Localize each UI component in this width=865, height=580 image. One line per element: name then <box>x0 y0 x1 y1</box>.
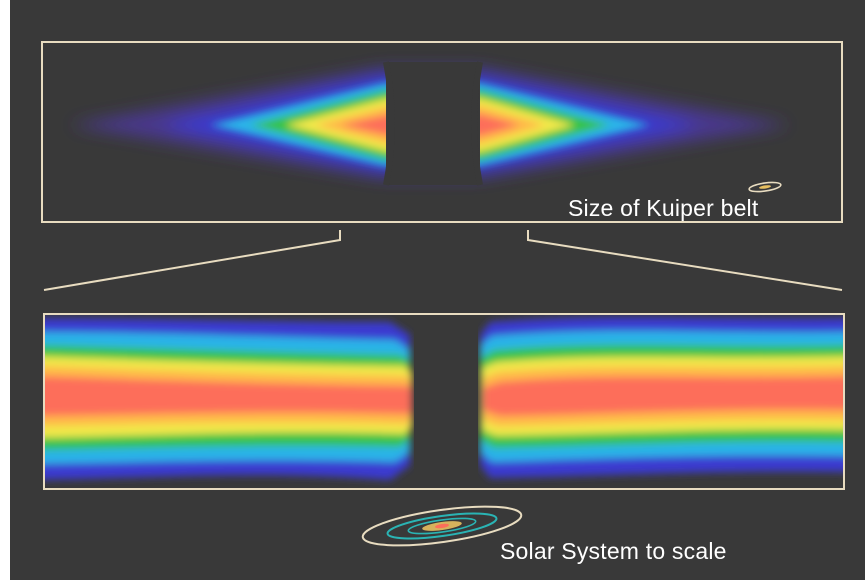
top-panel <box>41 41 843 223</box>
top-panel-frame <box>41 41 843 223</box>
solar-system-label: Solar System to scale <box>500 538 727 564</box>
diagram-stage: Size of Kuiper belt Solar System to scal… <box>10 0 865 580</box>
bottom-panel-frame <box>43 313 845 490</box>
bottom-panel <box>43 313 845 490</box>
kuiper-belt-label: Size of Kuiper belt <box>568 195 759 221</box>
ellipse-orbit-icon <box>748 181 782 193</box>
top-disk-image <box>70 61 790 186</box>
bottom-disk-image <box>44 314 844 489</box>
debris-disk-diagram <box>41 41 845 547</box>
zoom-lines <box>43 230 843 291</box>
concentric-orbits-icon <box>361 505 523 547</box>
